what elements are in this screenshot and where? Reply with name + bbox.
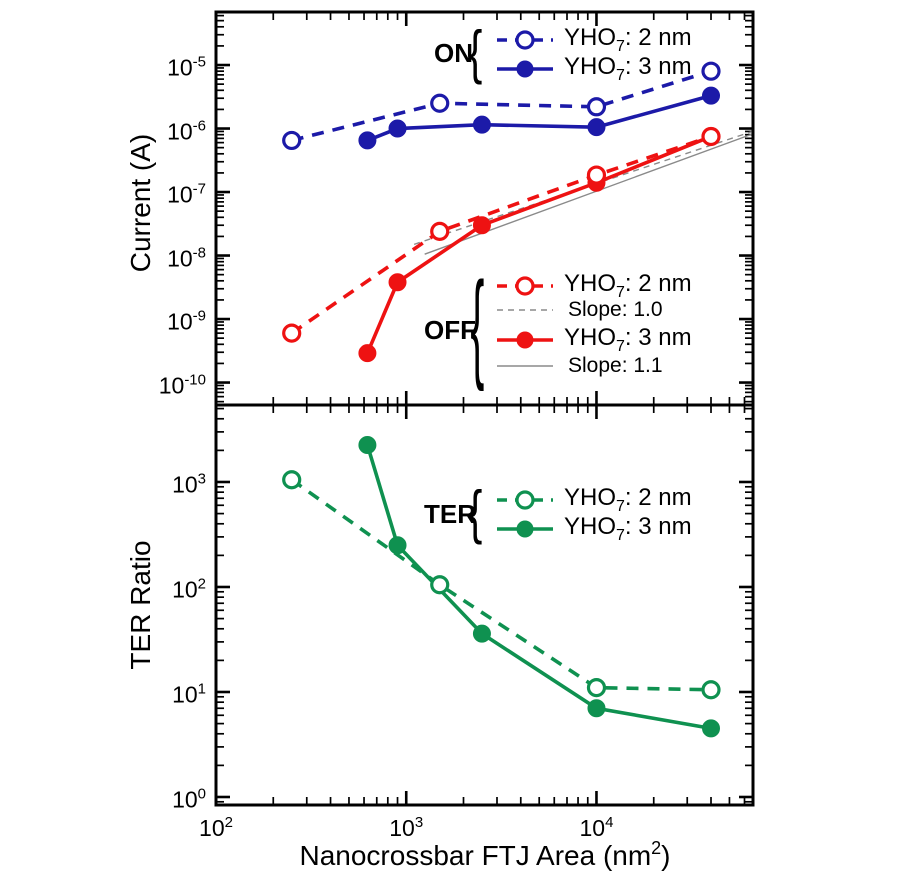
ter-plot-area [214, 403, 755, 807]
series-off-2nm-marker [430, 221, 450, 241]
series-ter-2nm-line [290, 478, 712, 692]
ter-plot-border [214, 403, 755, 807]
series-ter-3nm-marker [358, 436, 377, 455]
series-ter-3nm-marker [702, 719, 721, 738]
current-plot-border [214, 10, 755, 407]
series-ter-2nm-marker [701, 680, 721, 700]
series-on-2nm-marker [282, 130, 302, 151]
series-on-3nm-line [366, 93, 712, 143]
series-ter-3nm-marker [472, 624, 491, 643]
series-on-2nm-marker [586, 97, 607, 117]
series-on-3nm-marker [472, 115, 491, 134]
series-on-3nm-marker [587, 118, 606, 137]
series-on-3nm-marker [358, 131, 377, 150]
series-off-3nm-marker [388, 273, 407, 292]
series-ter-3nm-marker [388, 536, 407, 555]
series-slope-1p1-guide-line [424, 133, 753, 255]
series-on-2nm-marker [701, 61, 721, 81]
series-on-3nm-marker [702, 86, 721, 105]
current-plot-area [214, 10, 755, 407]
series-off-3nm-marker [472, 216, 491, 235]
series-off-2nm-marker [282, 323, 302, 343]
series-ter-2nm-marker [430, 575, 450, 595]
series-ter-3nm-marker [587, 699, 606, 718]
series-on-2nm-marker [430, 93, 450, 113]
series-on-2nm-line [291, 69, 712, 143]
series-off-2nm-marker [586, 165, 607, 185]
series-off-2nm-line [290, 134, 712, 335]
series-ter-2nm-marker [586, 678, 607, 698]
series-ter-2nm-marker [282, 470, 302, 490]
series-on-3nm-marker [388, 119, 407, 138]
series-off-3nm-marker [358, 344, 377, 363]
series-ter-3nm-line [365, 444, 712, 731]
series-off-2nm-marker [701, 126, 721, 147]
